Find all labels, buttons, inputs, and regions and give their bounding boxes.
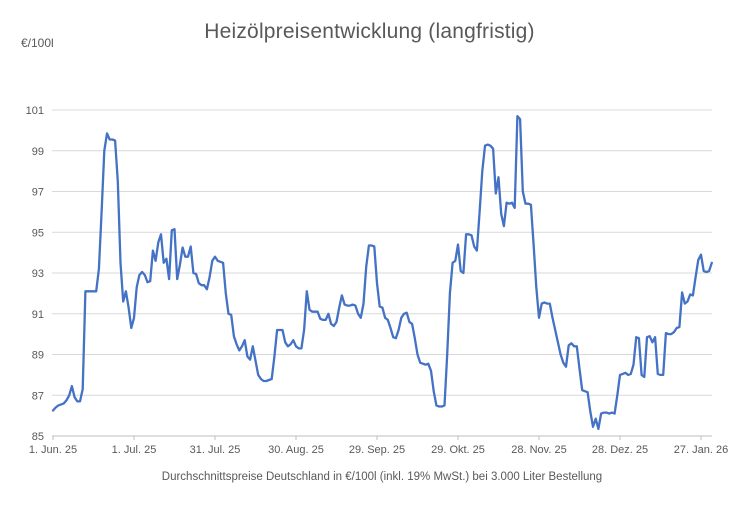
x-axis-tick-label: 1. Jul. 25: [112, 444, 157, 456]
y-axis-tick-label: 99: [32, 146, 44, 158]
y-axis-tick-label: 87: [32, 390, 44, 402]
price-series-line: [51, 114, 713, 431]
x-axis-tick-label: 28. Dez. 25: [592, 444, 648, 456]
y-axis-tick-label: 95: [32, 227, 44, 239]
x-axis-tick-label: 28. Nov. 25: [511, 444, 566, 456]
y-axis-tick-label: 89: [32, 350, 44, 362]
x-axis-tick-label: 27. Jan. 26: [674, 444, 728, 456]
chart-title: Heizölpreisentwicklung (langfristig): [204, 20, 535, 43]
y-axis-tick-label: 97: [32, 187, 44, 199]
x-axis-tick-label: 29. Okt. 25: [431, 444, 485, 456]
y-axis-unit-label: €/100l: [21, 36, 54, 50]
y-axis-tick-label: 91: [32, 309, 44, 321]
x-axis-tick-label: 30. Aug. 25: [268, 444, 324, 456]
y-axis-tick-label: 93: [32, 268, 44, 280]
y-axis-tick-label: 101: [26, 105, 44, 117]
y-axis-tick-label: 85: [32, 431, 44, 443]
chart-footer-caption: Durchschnittspreise Deutschland in €/100…: [161, 471, 603, 483]
x-axis-tick-label: 31. Jul. 25: [190, 444, 241, 456]
x-axis-tick-label: 1. Jun. 25: [29, 444, 77, 456]
x-axis-tick-label: 29. Sep. 25: [349, 444, 405, 456]
